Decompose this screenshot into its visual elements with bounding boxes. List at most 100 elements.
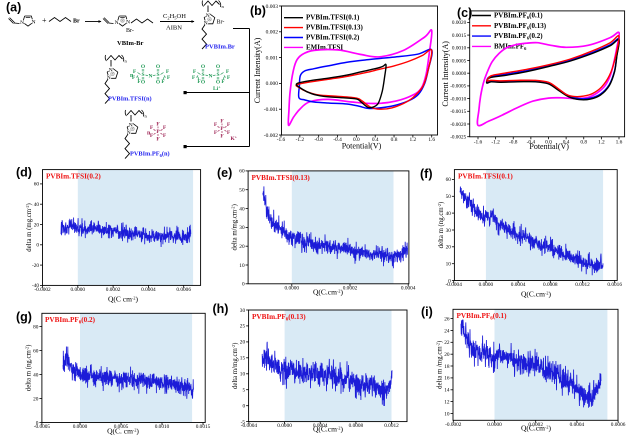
svg-text:0.0004: 0.0004 xyxy=(511,282,526,288)
svg-text:30: 30 xyxy=(446,228,452,234)
svg-text:O: O xyxy=(201,80,206,86)
svg-text:60: 60 xyxy=(446,177,452,183)
svg-text:22: 22 xyxy=(444,340,450,346)
svg-text:N: N xyxy=(204,21,208,27)
svg-text:Br-: Br- xyxy=(126,28,134,34)
svg-text:Li+: Li+ xyxy=(213,85,221,93)
svg-text:EMIm.TFSI: EMIm.TFSI xyxy=(306,43,343,51)
svg-text:0.0: 0.0 xyxy=(545,139,552,145)
svg-text:0.0015: 0.0015 xyxy=(452,33,467,39)
svg-text:10: 10 xyxy=(239,263,245,269)
svg-text:-40: -40 xyxy=(32,283,39,289)
svg-text:PVBIm.TFSI(0.2): PVBIm.TFSI(0.2) xyxy=(46,173,101,181)
svg-text:10: 10 xyxy=(240,372,246,378)
svg-text:F: F xyxy=(197,79,201,85)
svg-text:F: F xyxy=(150,133,154,139)
svg-text:0.0015: 0.0015 xyxy=(196,424,211,430)
svg-text:F: F xyxy=(161,79,165,85)
svg-text:20: 20 xyxy=(33,396,39,402)
svg-text:0.0005: 0.0005 xyxy=(452,58,467,64)
svg-text:PVBIm.Br: PVBIm.Br xyxy=(205,44,235,51)
svg-text:(h): (h) xyxy=(213,302,229,316)
svg-text:1.6: 1.6 xyxy=(616,139,623,145)
svg-text:60: 60 xyxy=(239,169,245,175)
svg-text:O: O xyxy=(156,64,161,70)
svg-text:0.8: 0.8 xyxy=(391,137,398,143)
svg-text:PVBIm.TFSI(0.1): PVBIm.TFSI(0.1) xyxy=(458,173,513,181)
svg-text:0.8: 0.8 xyxy=(580,139,587,145)
svg-text:Q(C. cm-2): Q(C. cm-2) xyxy=(107,427,139,436)
svg-text:20: 20 xyxy=(444,352,450,358)
svg-text:0.0004: 0.0004 xyxy=(401,285,416,291)
svg-text:PVBIm.TFSI(0.13): PVBIm.TFSI(0.13) xyxy=(306,24,363,32)
svg-text:n: n xyxy=(222,4,225,9)
svg-text:0.0000: 0.0000 xyxy=(479,282,494,288)
svg-text:C2H5OH: C2H5OH xyxy=(163,13,186,21)
svg-text:0.000: 0.000 xyxy=(266,81,279,87)
svg-text:N: N xyxy=(115,20,119,26)
svg-text:N: N xyxy=(107,75,111,81)
svg-text:0.0002: 0.0002 xyxy=(343,285,358,291)
svg-text:20: 20 xyxy=(34,222,40,228)
svg-text:-20: -20 xyxy=(32,263,39,269)
svg-text:PVBIm.PF6(0.13): PVBIm.PF6(0.13) xyxy=(494,22,547,31)
svg-text:O: O xyxy=(216,80,221,86)
svg-text:N: N xyxy=(149,74,153,80)
svg-text:F: F xyxy=(192,75,196,81)
svg-text:VBIm-Br: VBIm-Br xyxy=(117,40,143,47)
svg-text:PVBIm.PF6(n): PVBIm.PF6(n) xyxy=(130,151,170,159)
svg-text:Q(C.cm-2): Q(C.cm-2) xyxy=(313,288,343,297)
svg-text:+: + xyxy=(42,16,47,25)
svg-text:O: O xyxy=(216,64,221,70)
svg-text:F: F xyxy=(227,130,231,136)
svg-text:(e): (e) xyxy=(217,166,232,180)
svg-text:0.0000: 0.0000 xyxy=(71,287,86,293)
svg-text:0: 0 xyxy=(36,243,39,249)
svg-text:F: F xyxy=(156,122,160,128)
svg-text:-0.0015: -0.0015 xyxy=(450,109,466,115)
svg-text:N: N xyxy=(32,19,36,25)
svg-text:0.0004: 0.0004 xyxy=(570,422,585,428)
svg-text:40: 40 xyxy=(34,202,40,208)
svg-text:-0.0002: -0.0002 xyxy=(34,287,51,293)
svg-text:(d): (d) xyxy=(16,166,32,180)
svg-text:F: F xyxy=(220,119,224,125)
svg-text:K+: K+ xyxy=(231,135,238,143)
svg-text:20: 20 xyxy=(239,244,245,250)
svg-text:80: 80 xyxy=(33,324,39,330)
svg-text:Potential(V): Potential(V) xyxy=(529,142,569,151)
svg-text:40: 40 xyxy=(446,211,452,217)
svg-text:-1.6: -1.6 xyxy=(474,139,483,145)
svg-text:(b): (b) xyxy=(250,4,266,18)
svg-text:F: F xyxy=(137,79,141,85)
svg-text:15: 15 xyxy=(240,356,246,362)
svg-text:F: F xyxy=(150,125,154,131)
svg-text:P: P xyxy=(156,129,160,135)
svg-text:0.0008: 0.0008 xyxy=(349,423,364,429)
svg-text:0: 0 xyxy=(242,282,245,288)
svg-text:n: n xyxy=(147,131,151,137)
svg-text:16: 16 xyxy=(444,376,450,382)
svg-text:0.0000: 0.0000 xyxy=(285,285,300,291)
svg-text:Potential(V): Potential(V) xyxy=(342,142,382,151)
svg-text:O: O xyxy=(201,64,206,70)
svg-text:0: 0 xyxy=(36,420,39,426)
svg-text:O: O xyxy=(156,80,161,86)
svg-text:-0.4: -0.4 xyxy=(333,137,342,143)
svg-text:-0.002: -0.002 xyxy=(264,133,278,139)
svg-text:(g): (g) xyxy=(16,310,32,324)
svg-text:-0.8: -0.8 xyxy=(314,137,323,143)
svg-text:Q(C.cm-2): Q(C.cm-2) xyxy=(521,290,551,299)
svg-text:-0.0005: -0.0005 xyxy=(450,84,466,90)
svg-text:0.0008: 0.0008 xyxy=(543,282,558,288)
svg-text:F: F xyxy=(193,69,197,75)
svg-text:14: 14 xyxy=(444,388,450,394)
svg-text:1.2: 1.2 xyxy=(598,139,605,145)
svg-text:0.002: 0.002 xyxy=(266,30,279,36)
svg-text:PVBIm.PF6(0.1): PVBIm.PF6(0.1) xyxy=(494,12,543,21)
svg-text:26: 26 xyxy=(444,316,450,322)
svg-text:-0.4: -0.4 xyxy=(527,139,536,145)
svg-text:AIBN: AIBN xyxy=(166,25,182,32)
svg-text:PVBIm.TFSI(n): PVBIm.TFSI(n) xyxy=(108,96,152,103)
svg-text:0.0000: 0.0000 xyxy=(277,423,292,429)
